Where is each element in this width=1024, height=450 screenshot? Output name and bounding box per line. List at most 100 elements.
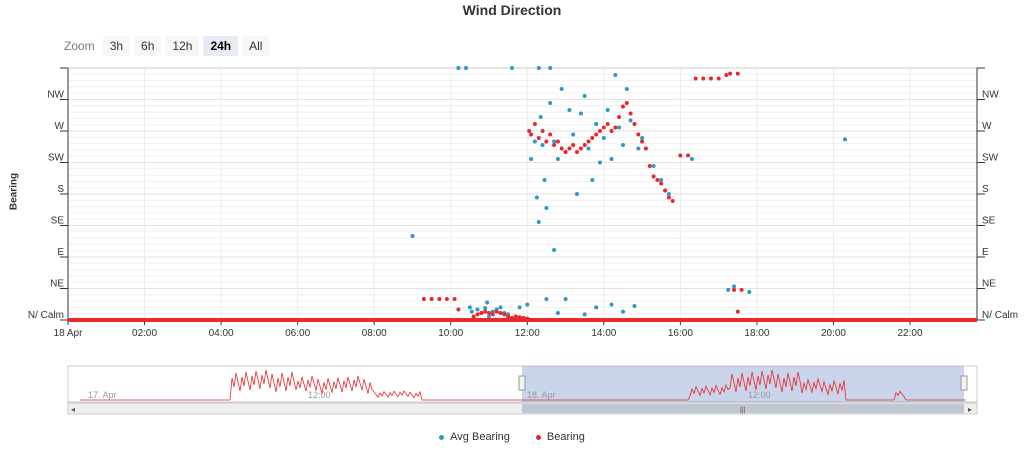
avg-bearing-point [605, 108, 610, 112]
right-y-tick-label: S [982, 184, 989, 195]
scroll-left-arrow-icon[interactable]: ◂ [71, 405, 75, 414]
zoom-6h-button[interactable]: 6h [134, 36, 162, 56]
bearing-point [429, 297, 434, 301]
avg-bearing-point [464, 66, 468, 70]
x-tick-label: 16:00 [668, 328, 693, 339]
x-axis: 18 Apr 02:00 04:00 06:00 08:00 10:00 12:00 14:0… [54, 319, 977, 339]
avg-bearing-point [747, 290, 752, 294]
bearing-point [421, 297, 426, 301]
bearing-point [521, 315, 526, 320]
legend-item-avg-bearing[interactable]: Avg Bearing [439, 431, 510, 443]
avg-bearing-point [548, 66, 553, 70]
avg-bearing-point [732, 284, 736, 289]
bearing-point [490, 312, 495, 317]
avg-bearing-point [575, 192, 579, 196]
avg-bearing-point [659, 178, 664, 182]
avg-bearing-point [536, 220, 541, 224]
zoom-24h-button[interactable]: 24h [203, 36, 239, 56]
bearing-point [636, 132, 641, 137]
bearing-marker-icon [535, 434, 541, 440]
bearing-point [586, 139, 591, 144]
x-tick-label: 04:00 [209, 328, 234, 339]
bearing-point [578, 146, 583, 151]
bearing-point [640, 139, 645, 144]
bearing-point [527, 129, 532, 133]
scroll-right-arrow-icon[interactable]: ▸ [968, 405, 972, 414]
avg-bearing-point [487, 314, 491, 319]
left-y-tick-label: W [55, 121, 65, 132]
zoom-3h-button[interactable]: 3h [102, 36, 131, 56]
bearing-point [467, 318, 472, 322]
bearing-point [575, 150, 579, 154]
zoom-label: Zoom [64, 39, 95, 53]
bearing-point [628, 111, 633, 116]
left-y-tick-label: SE [51, 216, 65, 227]
bearing-point [567, 146, 572, 151]
avg-bearing-point [621, 143, 625, 147]
avg-bearing-point [594, 305, 599, 310]
zoom-bar: Zoom 3h 6h 12h 24h All [64, 36, 270, 56]
bearing-point [598, 129, 602, 133]
bearing-point [525, 316, 530, 321]
bearing-point [544, 139, 549, 144]
navigator-left-handle[interactable] [518, 375, 526, 391]
bearing-point [487, 311, 491, 315]
x-tick-label: 08:00 [362, 328, 387, 339]
x-tick-label: 14:00 [591, 328, 616, 339]
bearing-point [624, 101, 629, 105]
avg-bearing-point [843, 137, 847, 142]
avg-bearing-point [532, 139, 537, 144]
bearing-point [498, 311, 503, 315]
avg-bearing-point [548, 101, 553, 105]
bearing-point [517, 315, 522, 320]
avg-bearing-point [582, 94, 587, 98]
avg-bearing-point [578, 111, 583, 116]
bearing-point [444, 297, 449, 301]
avg-bearing-point [542, 178, 547, 182]
navigator-label: 18. Apr [527, 390, 556, 400]
x-tick-label: 22:00 [898, 328, 923, 339]
avg-bearing-point [609, 157, 614, 161]
avg-bearing-point [613, 73, 618, 77]
bearing-point [651, 174, 656, 179]
avg-bearing-point [594, 122, 599, 126]
grid-lines [67, 67, 978, 321]
avg-bearing-point [552, 248, 557, 252]
avg-bearing-point [475, 307, 480, 312]
avg-bearing-point [555, 311, 560, 315]
legend-item-bearing[interactable]: Bearing [535, 431, 585, 443]
x-tick-label: 10:00 [438, 328, 463, 339]
bearing-point [513, 314, 518, 319]
navigator-right-handle[interactable] [960, 375, 968, 391]
bearing-point [590, 136, 595, 140]
avg-bearing-point [609, 302, 614, 307]
bearing-point [701, 76, 706, 81]
zoom-12h-button[interactable]: 12h [165, 36, 200, 56]
bearing-point [605, 122, 610, 126]
right-y-tick-label: NE [982, 279, 996, 290]
navigator-selected-range [522, 366, 964, 402]
avg-bearing-point [536, 66, 541, 70]
avg-bearing-point [483, 306, 488, 311]
legend: Avg Bearing Bearing [0, 431, 1024, 443]
bearing-point [686, 153, 690, 158]
x-tick-label: 18 Apr [54, 328, 84, 339]
bearing-series [68, 71, 977, 322]
bearing-point [739, 287, 744, 292]
bearing-point [735, 71, 740, 76]
scrollbar-thumb[interactable] [522, 404, 964, 413]
bearing-point [594, 132, 599, 137]
x-tick-label: 20:00 [821, 328, 846, 339]
legend-label-bearing: Bearing [546, 431, 585, 443]
avg-bearing-point [469, 309, 474, 314]
right-y-tick-label: SW [982, 153, 999, 164]
bearing-point [548, 132, 553, 137]
left-y-tick-label: SW [48, 153, 65, 164]
bearing-point [621, 104, 625, 109]
bearing-point [452, 297, 457, 301]
avg-bearing-point [410, 234, 415, 238]
zoom-all-button[interactable]: All [242, 36, 270, 56]
bearing-point [529, 132, 534, 137]
bearing-point [559, 146, 564, 151]
